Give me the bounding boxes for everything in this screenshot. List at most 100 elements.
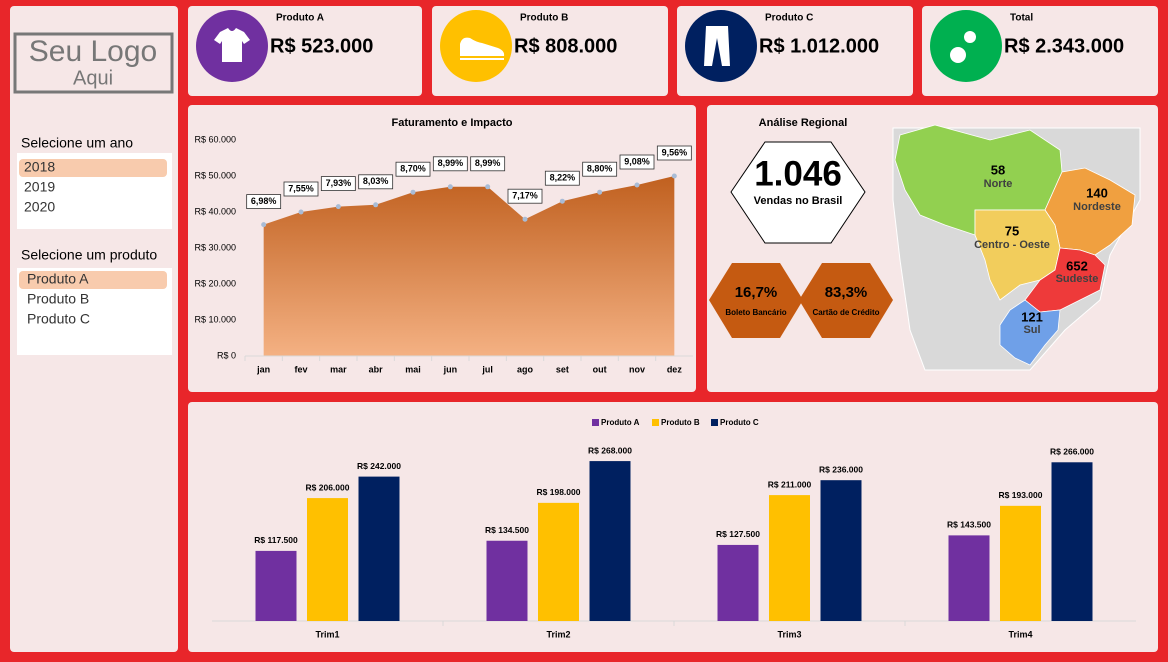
legend-swatch (711, 419, 718, 426)
hexagons (730, 141, 866, 244)
marker (522, 216, 528, 222)
bar (769, 495, 810, 621)
marker (298, 209, 304, 215)
label-box (283, 181, 319, 197)
region-value: 121 (1021, 309, 1043, 324)
shirt-icon (214, 28, 250, 62)
value-label: R$ 236.000 (819, 464, 863, 474)
icons (214, 26, 976, 66)
label-box (395, 161, 431, 177)
y-tick-label: R$ 20.000 (194, 278, 236, 288)
filter-title: Selecione um ano (21, 135, 133, 151)
legend-swatch (592, 419, 599, 426)
payment-hexagon (799, 263, 893, 338)
filter-option[interactable]: Produto A (27, 271, 89, 287)
region-name: Centro - Oeste (974, 239, 1050, 251)
gear-icon (950, 47, 966, 63)
point-label: 8,99% (475, 158, 501, 168)
x-tick-label: Trim4 (1008, 629, 1032, 639)
logo-text: Aqui (73, 67, 113, 89)
marker (559, 198, 565, 204)
legend-label: Produto A (601, 418, 640, 427)
marker (634, 182, 640, 188)
bar (358, 476, 400, 621)
y-tick-label: R$ 10.000 (194, 314, 236, 324)
bar (1000, 505, 1041, 621)
label-box (432, 156, 468, 172)
x-tick-label: dez (667, 364, 683, 374)
x-tick-label: jul (481, 364, 493, 374)
x-tick-label: ago (517, 364, 534, 374)
total-value: 1.046 (754, 154, 842, 193)
label-box (320, 176, 356, 192)
chart-title: Faturamento e Impacto (391, 117, 512, 129)
x-tick-label: Trim2 (546, 629, 570, 639)
point-label: 8,03% (363, 176, 389, 186)
marker (373, 202, 379, 208)
filter-option[interactable]: 2018 (24, 159, 55, 175)
card-value: R$ 2.343.000 (1004, 35, 1124, 57)
y-tick-label: R$ 30.000 (194, 242, 236, 252)
x-tick-label: Trim1 (315, 629, 339, 639)
legend-label: Produto B (661, 418, 700, 427)
point-label: 9,56% (662, 147, 688, 157)
filter-option[interactable]: Produto B (27, 291, 89, 307)
card-label: Produto B (520, 13, 568, 24)
bar (486, 540, 528, 621)
value-label: R$ 211.000 (768, 479, 812, 489)
filter-option[interactable]: Produto C (27, 311, 90, 327)
bar (307, 498, 348, 621)
point-label: 9,08% (624, 156, 650, 166)
region (1024, 247, 1106, 313)
filter-option[interactable]: 2019 (24, 179, 55, 195)
y-tick-label: R$ 0 (217, 350, 236, 360)
marker (410, 189, 416, 195)
bar-panel (188, 402, 1158, 652)
y-tick-label: R$ 60.000 (194, 134, 236, 144)
filter-option[interactable]: 2020 (24, 199, 55, 215)
label-box (507, 188, 543, 204)
total-hexagon (730, 141, 866, 244)
point-label: 7,55% (288, 183, 314, 193)
payment-value: 83,3% (825, 284, 868, 301)
x-tick-label: abr (369, 364, 384, 374)
logo-box (13, 32, 174, 94)
gear-icon (964, 31, 976, 43)
label-box (619, 154, 655, 170)
x-tick-label: jun (443, 364, 458, 374)
bar (717, 544, 759, 621)
x-tick-label: out (593, 364, 607, 374)
x-tick-label: jan (256, 364, 270, 374)
region-name: Nordeste (1073, 201, 1121, 213)
region-name: Sul (1023, 324, 1040, 336)
marker (671, 173, 677, 179)
payment-label: Boleto Bancário (725, 308, 786, 317)
region-name: Sudeste (1056, 273, 1099, 285)
region-value: 58 (991, 162, 1005, 177)
area (263, 176, 675, 356)
bar (1051, 462, 1093, 621)
bar (538, 502, 579, 621)
y-tick-label: R$ 40.000 (194, 206, 236, 216)
card-icon-circle (930, 10, 1002, 82)
x-tick-label: Trim3 (777, 629, 801, 639)
region (974, 209, 1061, 301)
value-label: R$ 266.000 (1050, 447, 1094, 457)
marker (335, 204, 341, 210)
card-label: Total (1010, 13, 1033, 24)
value-label: R$ 198.000 (537, 487, 581, 497)
card-value: R$ 808.000 (514, 35, 617, 57)
bar (255, 550, 297, 621)
label-box (246, 194, 282, 210)
x-tick-label: fev (294, 364, 307, 374)
marker (597, 189, 603, 195)
marker (485, 184, 491, 190)
x-tick-label: set (556, 364, 569, 374)
payment-label: Cartão de Crédito (812, 308, 879, 317)
y-tick-label: R$ 50.000 (194, 170, 236, 180)
label-box (470, 156, 506, 172)
point-label: 6,98% (251, 196, 277, 206)
label-box (544, 170, 580, 186)
